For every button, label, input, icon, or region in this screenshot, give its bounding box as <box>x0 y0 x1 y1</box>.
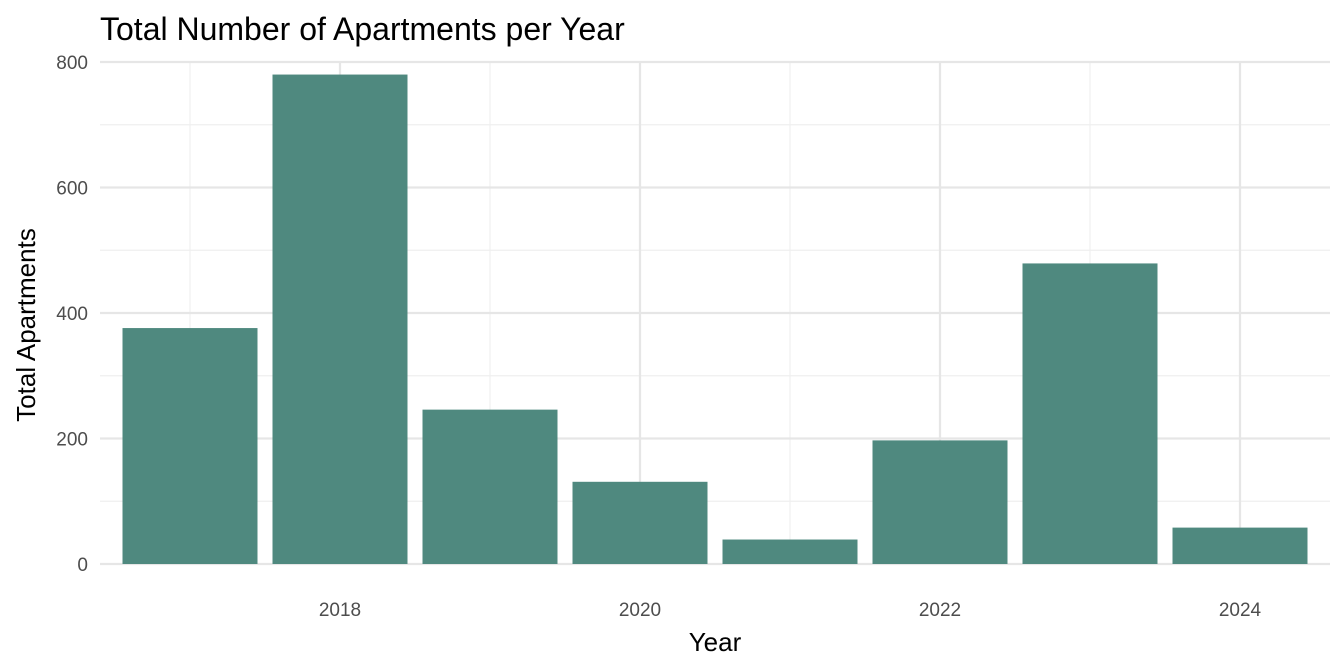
y-axis-ticks: 0 200 400 600 800 <box>56 53 88 576</box>
x-tick-label: 2020 <box>619 600 661 621</box>
bar-2024 <box>1172 527 1308 564</box>
y-tick-label: 400 <box>56 304 88 325</box>
y-axis-label: Total Apartments <box>11 228 41 422</box>
bar-2023 <box>1022 263 1158 564</box>
x-tick-label: 2018 <box>319 600 361 621</box>
y-tick-label: 800 <box>56 53 88 74</box>
y-tick-label: 600 <box>56 179 88 200</box>
bar-2021 <box>722 539 858 564</box>
bar-2019 <box>422 409 558 564</box>
bar-2020 <box>572 481 708 564</box>
chart-title: Total Number of Apartments per Year <box>100 11 625 47</box>
x-tick-label: 2024 <box>1219 600 1262 621</box>
y-tick-label: 0 <box>77 555 88 576</box>
bars <box>122 74 1308 565</box>
x-axis-ticks: 2018 2020 2022 2024 <box>319 600 1262 621</box>
bar-2018 <box>272 74 408 565</box>
bar-2017 <box>122 328 258 564</box>
bar-2022 <box>872 440 1008 564</box>
y-tick-label: 200 <box>56 430 88 451</box>
x-axis-label: Year <box>689 627 742 657</box>
x-tick-label: 2022 <box>919 600 961 621</box>
